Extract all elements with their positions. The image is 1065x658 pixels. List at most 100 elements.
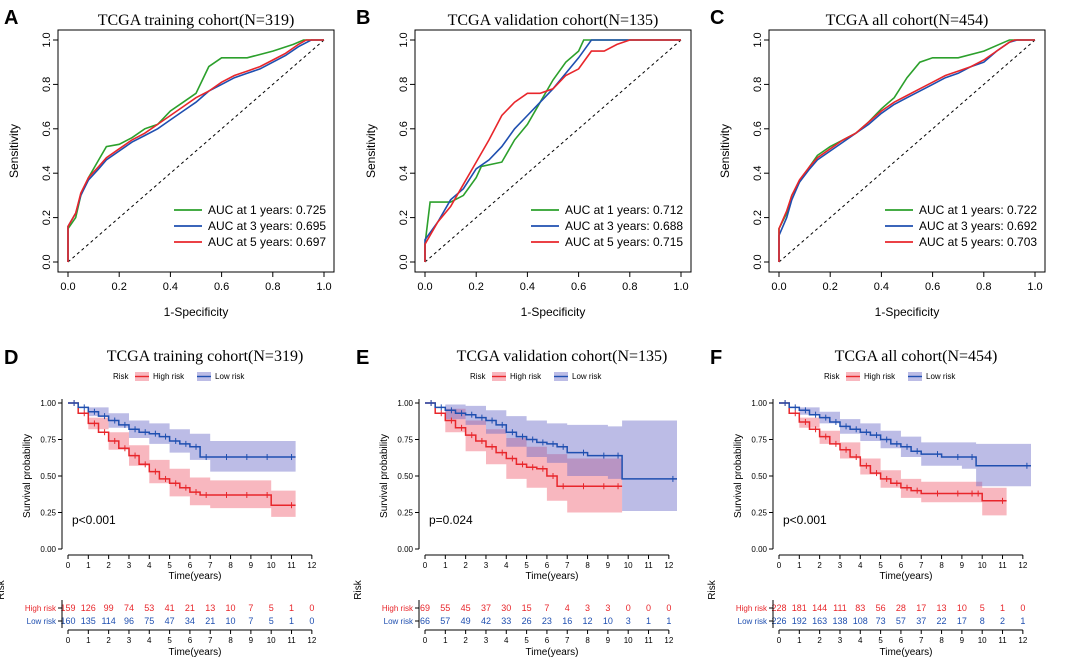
legend-entry: AUC at 5 years: 0.697: [208, 235, 326, 249]
risk-count: 17: [916, 603, 926, 613]
risk-table-x-tick-label: 11: [644, 636, 653, 645]
legend-title: Risk: [113, 372, 130, 381]
roc-curve-3-years: [778, 39, 1035, 262]
risk-count: 0: [646, 603, 651, 613]
risk-count: 12: [583, 616, 593, 626]
legend-entry: Low risk: [926, 372, 956, 381]
risk-table-x-tick-label: 3: [484, 636, 489, 645]
x-axis-label: 1-Specificity: [875, 305, 940, 319]
x-tick-label: 0.2: [823, 281, 838, 293]
plot-frame: [414, 29, 692, 273]
km-panel-f: F TCGA all cohort(N=454) Risk High risk Low …: [707, 347, 1031, 658]
x-tick-label: 10: [624, 561, 633, 570]
panel-letter: D: [4, 347, 18, 369]
risk-count: 144: [812, 603, 827, 613]
risk-count: 56: [876, 603, 886, 613]
risk-count: 192: [792, 616, 807, 626]
risk-count: 53: [144, 603, 154, 613]
x-tick-label: 6: [899, 561, 904, 570]
y-tick-label: 0.2: [398, 210, 410, 225]
x-tick-label: 1: [797, 561, 802, 570]
risk-table-x-tick-label: 7: [208, 636, 213, 645]
risk-table-x-tick-label: 1: [443, 636, 448, 645]
legend-entry: AUC at 1 years: 0.712: [565, 203, 683, 217]
x-tick-label: 6: [188, 561, 193, 570]
panel-letter: C: [710, 7, 724, 29]
reference-diagonal: [67, 39, 325, 263]
x-tick-label: 12: [664, 561, 673, 570]
legend-entry: Low risk: [215, 372, 245, 381]
y-tick-label: 0.75: [397, 436, 413, 445]
x-tick-label: 0: [66, 561, 71, 570]
risk-table-x-tick-label: 7: [919, 636, 924, 645]
y-tick-label: 0.75: [751, 436, 767, 445]
x-tick-label: 1: [443, 561, 448, 570]
x-tick-label: 11: [998, 561, 1007, 570]
risk-count: 13: [937, 603, 947, 613]
risk-table-x-tick-label: 4: [147, 636, 152, 645]
risk-row-label: High risk: [736, 604, 768, 613]
x-tick-label: 4: [858, 561, 863, 570]
risk-count: 0: [309, 603, 314, 613]
panel-letter: F: [710, 347, 722, 369]
x-tick-label: 3: [127, 561, 132, 570]
chart-title: TCGA training cohort(N=319): [107, 348, 304, 365]
risk-count: 3: [626, 616, 631, 626]
x-tick-label: 8: [939, 561, 944, 570]
risk-count: 57: [896, 616, 906, 626]
y-axis-label: Survival probability: [22, 434, 33, 518]
risk-count: 1: [289, 616, 294, 626]
risk-count: 41: [165, 603, 175, 613]
risk-count: 1: [666, 616, 671, 626]
y-tick-label: 0.75: [40, 436, 56, 445]
risk-table-x-label: Time(years): [169, 647, 222, 658]
risk-count: 37: [481, 603, 491, 613]
x-tick-label: 11: [644, 561, 653, 570]
x-tick-label: 1.0: [1027, 281, 1042, 293]
roc-curve-3-years: [424, 39, 681, 262]
y-tick-label: 0.4: [398, 166, 410, 181]
y-tick-label: 0.2: [41, 210, 53, 225]
y-tick-label: 0.0: [41, 254, 53, 269]
risk-count: 0: [1020, 603, 1025, 613]
chart-title: TCGA validation cohort(N=135): [457, 348, 668, 365]
risk-table-x-tick-label: 0: [423, 636, 428, 645]
y-axis-label: Sensitivity: [364, 124, 378, 178]
risk-count: 1: [1000, 603, 1005, 613]
x-tick-label: 10: [267, 561, 276, 570]
risk-table-x-tick-label: 6: [899, 636, 904, 645]
legend-entry: AUC at 3 years: 0.692: [919, 219, 1037, 233]
risk-count: 26: [522, 616, 532, 626]
y-tick-label: 1.0: [41, 32, 53, 47]
risk-table-x-tick-label: 4: [504, 636, 509, 645]
risk-count: 0: [309, 616, 314, 626]
risk-table-x-tick-label: 3: [127, 636, 132, 645]
y-tick-label: 0.6: [752, 121, 764, 136]
roc-curve-5-years: [778, 39, 1035, 262]
y-tick-label: 0.4: [41, 166, 53, 181]
x-tick-label: 0.6: [571, 281, 586, 293]
risk-table-x-tick-label: 10: [978, 636, 987, 645]
risk-table-x-tick-label: 3: [838, 636, 843, 645]
risk-count: 21: [185, 603, 195, 613]
y-tick-label: 0.8: [398, 77, 410, 92]
risk-count: 2: [1000, 616, 1005, 626]
y-tick-label: 0.8: [41, 77, 53, 92]
ci-band-high-risk: [425, 403, 623, 513]
x-tick-label: 3: [838, 561, 843, 570]
x-tick-label: 6: [545, 561, 550, 570]
risk-count: 73: [876, 616, 886, 626]
x-tick-label: 0.4: [163, 281, 178, 293]
legend-entry: AUC at 1 years: 0.722: [919, 203, 1037, 217]
legend-entry: AUC at 5 years: 0.715: [565, 235, 683, 249]
roc-panel-c: C TCGA all cohort(N=454) 0.0 0.0 0.2 0.2 0.4 0.…: [710, 7, 1046, 319]
x-tick-label: 0.6: [214, 281, 229, 293]
x-tick-label: 9: [960, 561, 965, 570]
chart-title: TCGA all cohort(N=454): [835, 348, 998, 365]
y-tick-label: 0.4: [752, 166, 764, 181]
roc-curve-5-years: [67, 39, 324, 262]
risk-count: 10: [226, 616, 236, 626]
km-curve-low-risk: [425, 402, 677, 480]
risk-count: 34: [185, 616, 195, 626]
risk-table-x-tick-label: 9: [606, 636, 611, 645]
